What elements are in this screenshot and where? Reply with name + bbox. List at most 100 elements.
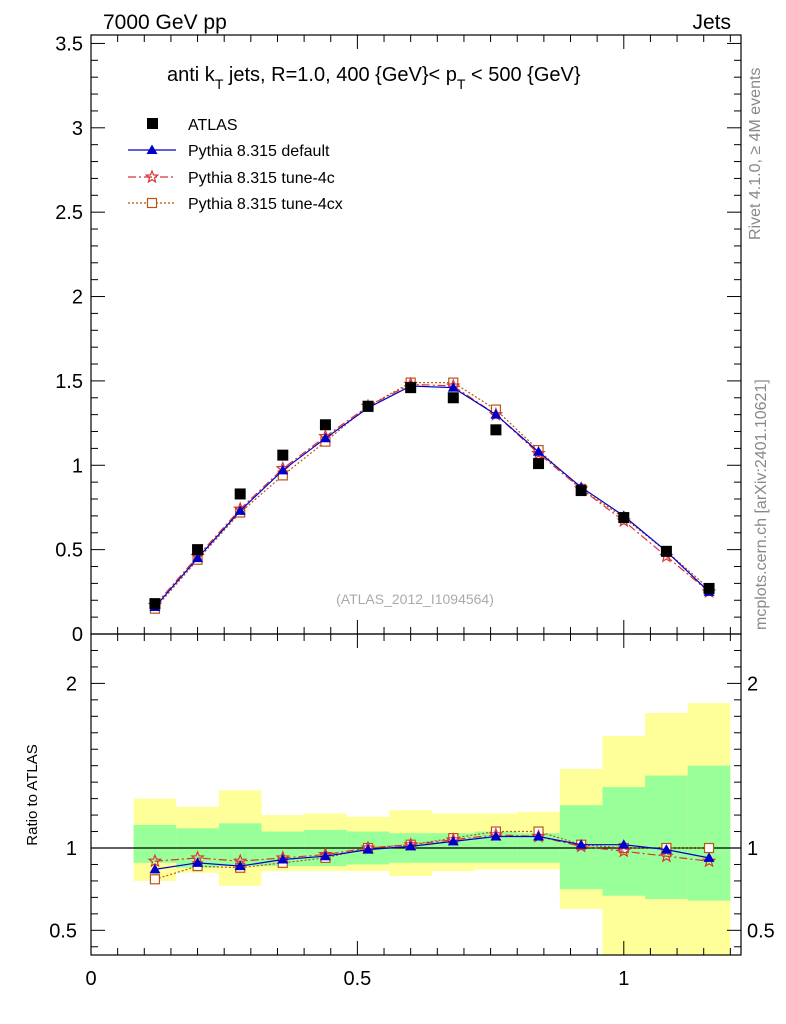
legend-entry-atlas: ATLAS [147,117,238,134]
main-point-tune4c [531,445,546,460]
legend-label-default: Pythia 8.315 default [188,143,330,160]
main-point-atlas [192,544,204,556]
ratio-band-inner [687,765,731,901]
ratio-frame [90,633,742,956]
analysis-category: Jets [692,11,731,34]
ratio-y-tick-label-right: 0.5 [747,920,775,942]
legend-label-atlas: ATLAS [188,117,238,134]
main-point-atlas [277,449,289,461]
main-point-atlas [618,512,630,524]
ratio-point-default [575,839,587,849]
x-tick-label: 1 [618,968,629,990]
main-point-atlas [575,485,587,497]
collision-label: 7000 GeV pp [103,11,227,34]
ratio-point-tune4c [147,853,163,868]
ratio-axis-title: Ratio to ATLAS [24,744,41,845]
ratio-uncertainty-bands [133,703,731,955]
legend-label-tune4cx: Pythia 8.315 tune-4cx [188,196,343,213]
main-axis-ticks [90,35,741,635]
ratio-point-tune4c [616,843,632,858]
main-y-tick-label: 3.5 [55,33,83,55]
ratio-point-default [277,854,289,864]
main-point-default [447,382,459,392]
ratio-line-tune4cx [154,830,709,880]
main-line-tune4c [154,383,710,606]
ratio-point-tune4cx [703,842,715,854]
ratio-y-tick-label: 0.5 [49,920,77,942]
main-point-default [192,552,204,563]
x-tick-labels: 0 0.5 1 [85,968,629,990]
legend-marker-tune4c [144,169,160,184]
ratio-series [147,826,717,885]
legend-entry-default: Pythia 8.315 default [128,143,330,160]
ratio-point-default [533,830,545,841]
rivet-version-label: Rivet 4.1.0, ≥ 4M events [747,68,764,240]
main-point-atlas [660,545,672,557]
ratio-line-tune4c [154,834,710,862]
ratio-point-default [192,857,204,867]
main-y-tick-label: 0 [72,624,83,646]
legend-marker-tune4cx [146,197,158,209]
legend-entry-tune4cx: Pythia 8.315 tune-4cx [128,196,343,213]
ratio-panel: 0.5 0.51 12 2 0 0.5 1 Ratio to ATLAS [24,633,775,990]
ratio-line-default [154,835,710,870]
main-point-atlas [362,400,374,412]
main-point-atlas [149,598,161,610]
legend-label-tune4c: Pythia 8.315 tune-4c [188,170,335,187]
main-y-tick-labels: 0 0.5 1 1.5 2 2.5 3 3.5 [55,33,83,646]
main-y-tick-label: 3 [72,118,83,140]
main-line-default [154,385,710,608]
main-point-atlas [447,392,459,404]
ratio-point-default [447,835,459,846]
ratio-band-inner [645,775,688,900]
x-tick-label: 0.5 [343,968,371,990]
main-y-tick-label: 2 [72,287,83,309]
ratio-y-tick-label-right: 1 [747,838,758,860]
ratio-y-tick-label: 2 [66,673,77,695]
legend-entry-tune4c: Pythia 8.315 tune-4c [128,169,335,187]
ratio-y-tick-label-right: 2 [747,673,758,695]
ratio-point-default [405,840,417,851]
ratio-band-inner [133,824,177,863]
main-point-atlas [533,458,545,470]
main-point-default [533,446,545,456]
main-point-atlas [490,424,502,436]
legend-marker-atlas [147,118,158,129]
main-point-default [490,409,502,419]
main-point-atlas [405,382,417,394]
main-point-default [319,432,331,443]
ratio-point-tune4cx [149,874,161,885]
main-y-tick-label: 0.5 [55,540,83,562]
analysis-watermark: (ATLAS_2012_I1094564) [336,591,494,607]
ratio-point-default [234,860,246,871]
main-y-tick-label: 1 [72,455,83,477]
mcplots-reference-label: mcplots.cern.ch [arXiv:2401.10621] [753,379,770,630]
legend: ATLAS Pythia 8.315 default Pythia 8.315 … [128,117,343,213]
ratio-point-default [660,844,672,854]
main-point-atlas [234,488,246,500]
main-point-default [234,505,246,515]
main-y-tick-label: 1.5 [55,371,83,393]
x-tick-label: 0 [85,968,96,990]
main-y-tick-label: 2.5 [55,202,83,224]
ratio-band-inner [218,823,262,867]
main-point-atlas [319,419,331,431]
ratio-point-tune4c [701,853,717,868]
ratio-point-default [319,850,331,861]
ratio-point-default [490,830,502,841]
main-point-default [277,464,289,475]
main-point-atlas [703,582,715,594]
ratio-point-default [703,852,715,862]
main-series [147,376,717,614]
legend-marker-default [146,144,158,154]
ratio-point-tune4c [659,848,674,863]
ratio-y-tick-labels: 0.5 0.5 1 1 2 2 [49,673,775,942]
main-line-tune4cx [154,382,710,610]
ratio-point-default [149,863,161,874]
main-panel: 0 0.5 1 1.5 2 2.5 3 3.5 anti kT jets, R=1.0, 40… [55,33,742,646]
plot-title: anti kT jets, R=1.0, 400 {GeV}< pT < 500… [167,64,581,92]
ratio-point-default [362,844,374,854]
ratio-y-tick-label: 1 [66,838,77,860]
ratio-point-default [618,839,630,849]
